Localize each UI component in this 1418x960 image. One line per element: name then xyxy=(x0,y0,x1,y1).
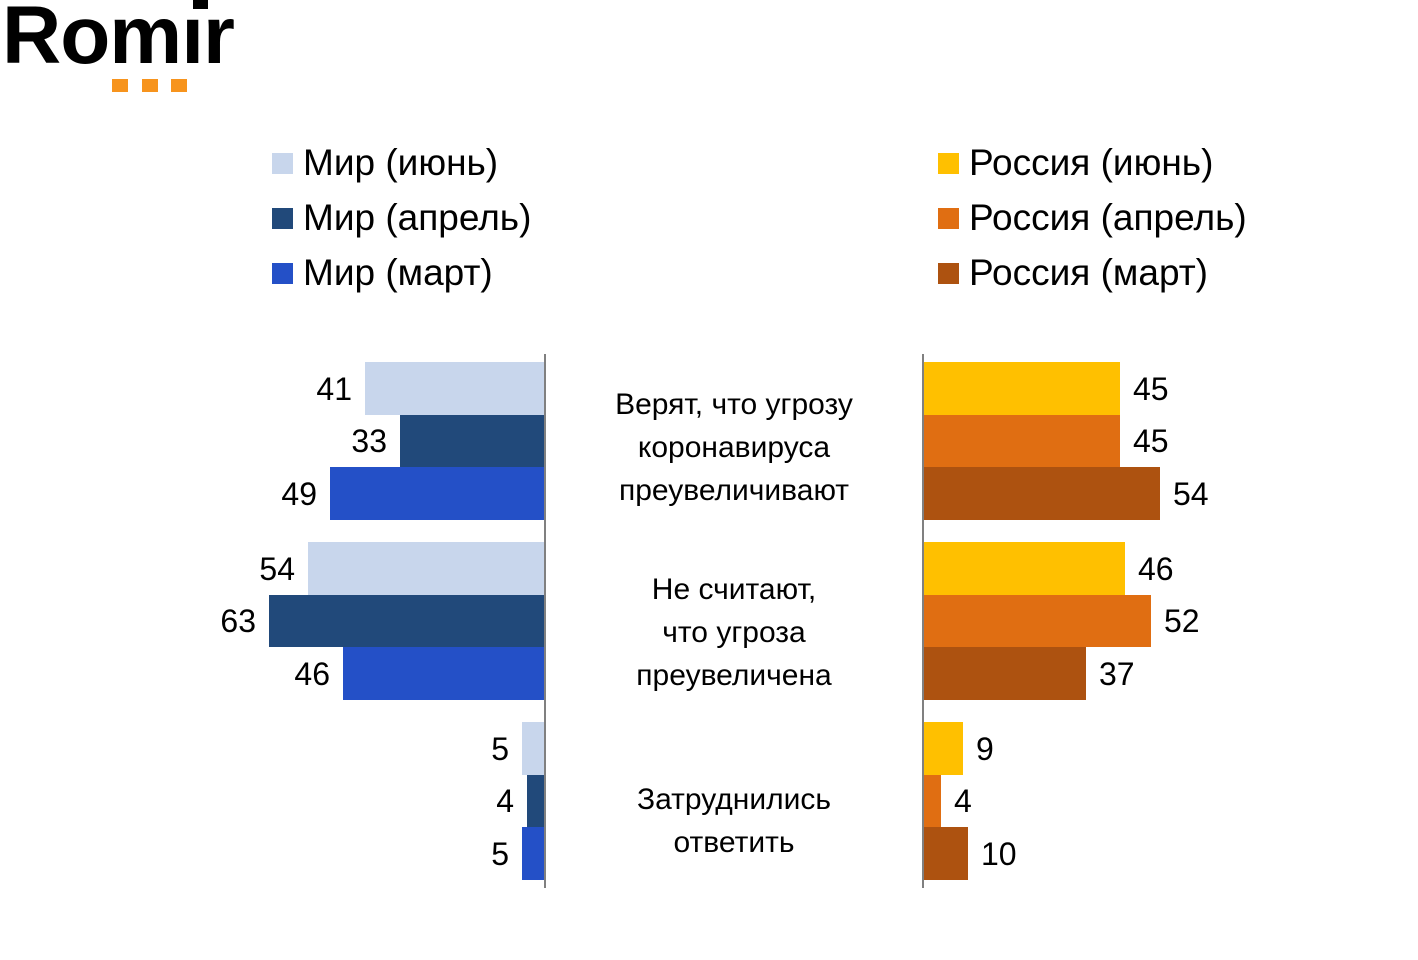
bar xyxy=(527,775,544,827)
bar-value-label: 37 xyxy=(1099,656,1135,692)
romir-logo-text: Romır xyxy=(2,0,235,81)
bar-value-label: 63 xyxy=(220,603,256,639)
legend-russia-label: Россия (апрель) xyxy=(969,197,1247,238)
category-label-line: коронавируса xyxy=(637,431,831,464)
category-label-line: ответить xyxy=(673,826,795,859)
bar xyxy=(365,362,544,415)
legend-world-item: Мир (июнь) xyxy=(272,144,531,182)
romir-logo-orange-square xyxy=(112,79,128,92)
bar xyxy=(924,775,941,827)
legend-russia-swatch xyxy=(938,207,959,229)
bar xyxy=(343,647,544,700)
legend-russia-item: Россия (июнь) xyxy=(938,144,1247,182)
bar-value-label: 45 xyxy=(1133,371,1169,407)
legend-russia-label: Россия (июнь) xyxy=(969,142,1214,183)
legend-world-swatch xyxy=(272,152,293,174)
bar xyxy=(924,415,1120,467)
category-label-line: преувеличивают xyxy=(618,474,850,507)
legend-world-label: Мир (июнь) xyxy=(303,142,499,183)
bar-value-label: 5 xyxy=(491,731,509,767)
bar-value-label: 46 xyxy=(1138,551,1174,587)
legend-world-swatch xyxy=(272,207,293,229)
bar-value-label: 41 xyxy=(316,371,352,407)
legend-world-label: Мир (апрель) xyxy=(303,197,532,238)
legend-world-item: Мир (март) xyxy=(272,254,531,292)
legend-world: Мир (июнь) Мир (апрель) Мир (март) xyxy=(272,144,531,309)
legend-russia-label: Россия (март) xyxy=(969,252,1208,293)
category-label: Верят, что угрозу коронавируса преувеличив… xyxy=(553,383,915,512)
bar xyxy=(522,827,544,880)
category-label-line: что угроза xyxy=(662,616,806,649)
bar-value-label: 52 xyxy=(1164,603,1200,639)
legend-russia-swatch xyxy=(938,152,959,174)
bar xyxy=(924,467,1160,520)
bar-value-label: 46 xyxy=(294,656,330,692)
bar-value-label: 49 xyxy=(281,476,317,512)
bar xyxy=(400,415,544,467)
legend-world-swatch xyxy=(272,262,293,284)
bar xyxy=(924,722,963,775)
bar-value-label: 54 xyxy=(259,551,295,587)
world-axis-line xyxy=(544,354,546,888)
category-label-line: Затруднились xyxy=(637,783,831,816)
bar xyxy=(924,647,1086,700)
bar-value-label: 4 xyxy=(954,783,972,819)
bar-value-label: 33 xyxy=(351,423,387,459)
russia-axis-line xyxy=(922,354,924,888)
bar xyxy=(308,542,544,595)
bar-value-label: 9 xyxy=(976,731,994,767)
category-label: Не считают, что угроза преувеличена xyxy=(553,568,915,697)
category-label: Затруднились ответить xyxy=(553,778,915,864)
bar xyxy=(330,467,544,520)
bar xyxy=(924,362,1120,415)
legend-world-label: Мир (март) xyxy=(303,252,493,293)
bar-value-label: 45 xyxy=(1133,423,1169,459)
bar-value-label: 10 xyxy=(981,836,1017,872)
bar xyxy=(924,542,1125,595)
romir-logo-orange-square xyxy=(171,79,187,92)
romir-logo: Romır xyxy=(2,0,235,92)
romir-logo-orange-square xyxy=(142,79,158,92)
bar-value-label: 5 xyxy=(491,836,509,872)
legend-russia-item: Россия (апрель) xyxy=(938,199,1247,237)
bar-value-label: 4 xyxy=(496,783,514,819)
bar xyxy=(924,827,968,880)
bar xyxy=(924,595,1151,647)
category-label-line: Не считают, xyxy=(651,573,817,606)
bar xyxy=(269,595,544,647)
romir-logo-i-dot xyxy=(193,0,208,9)
legend-russia-swatch xyxy=(938,262,959,284)
bar xyxy=(522,722,544,775)
bar-value-label: 54 xyxy=(1173,476,1209,512)
legend-russia: Россия (июнь) Россия (апрель) Россия (март… xyxy=(938,144,1247,309)
category-label-line: преувеличена xyxy=(636,659,832,692)
legend-russia-item: Россия (март) xyxy=(938,254,1247,292)
legend-world-item: Мир (апрель) xyxy=(272,199,531,237)
category-label-line: Верят, что угрозу xyxy=(615,388,853,421)
